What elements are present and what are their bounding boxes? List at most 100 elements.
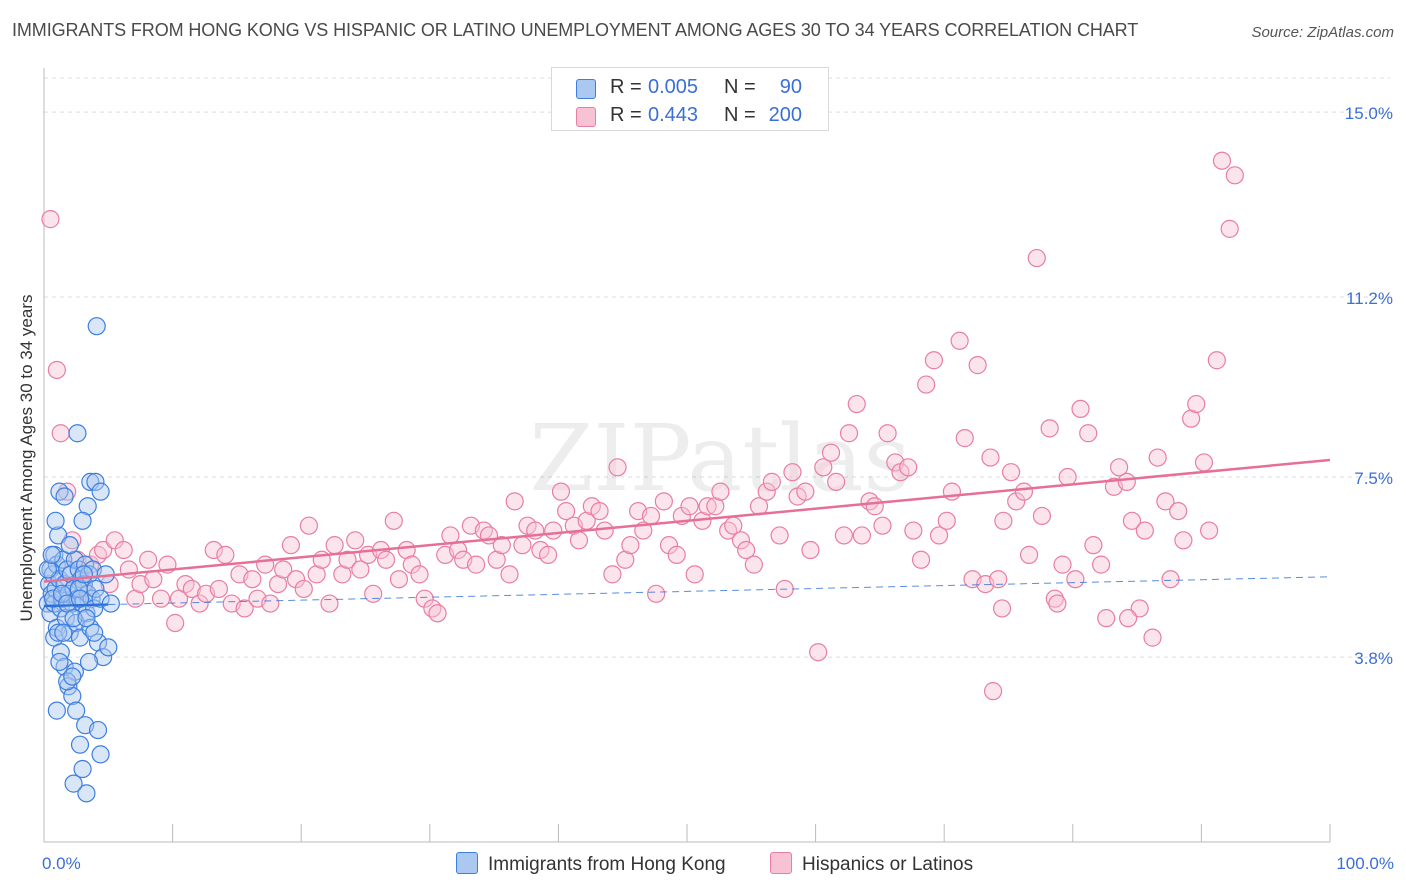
point-hispanics <box>557 501 576 521</box>
point-hispanics <box>139 550 158 569</box>
point-hongkong <box>55 657 74 676</box>
point-hispanics <box>500 565 519 584</box>
point-hispanics <box>641 506 661 526</box>
point-hongkong <box>52 584 72 603</box>
point-hongkong <box>70 589 90 608</box>
point-hispanics <box>51 424 70 443</box>
point-hispanics <box>41 210 60 229</box>
point-hispanics <box>1084 536 1103 555</box>
point-hongkong <box>54 623 73 642</box>
point-hispanics <box>860 492 879 511</box>
legend-n-value: 90 <box>779 76 802 98</box>
legend-n-label: N = <box>724 104 756 126</box>
legend-r-label: R = <box>610 104 642 126</box>
bottom-legend-swatch-blue <box>456 852 478 874</box>
point-hispanics <box>680 497 699 516</box>
bottom-legend-swatch-pink <box>770 852 792 874</box>
point-hispanics <box>415 589 434 608</box>
y-axis-label: Unemployment Among Ages 30 to 34 years <box>17 295 36 622</box>
point-hongkong <box>91 745 110 764</box>
point-hongkong <box>55 487 74 506</box>
point-hispanics <box>1200 521 1219 540</box>
point-hongkong <box>68 424 87 443</box>
point-hispanics <box>1130 599 1149 618</box>
point-hispanics <box>744 555 763 574</box>
point-hispanics <box>757 482 776 501</box>
point-hispanics <box>256 555 275 574</box>
point-hispanics <box>166 613 185 633</box>
point-hispanics <box>950 331 969 350</box>
bottom-legend-label: Hispanics or Latinos <box>802 854 974 875</box>
point-hispanics <box>937 511 956 530</box>
point-hongkong <box>73 511 92 530</box>
point-hispanics <box>1007 492 1026 511</box>
point-hispanics <box>389 570 409 589</box>
point-hispanics <box>1058 467 1077 487</box>
point-hispanics <box>852 526 871 545</box>
point-hispanics <box>1014 482 1034 501</box>
point-hispanics <box>834 526 853 545</box>
point-hispanics <box>839 424 859 443</box>
point-hispanics <box>1053 555 1072 574</box>
point-hispanics <box>466 555 486 574</box>
legend-swatch-pink <box>576 107 596 127</box>
point-hispanics <box>698 497 717 516</box>
point-hispanics <box>216 545 235 564</box>
point-hispanics <box>783 463 802 482</box>
point-hispanics <box>994 511 1013 530</box>
legend-n-value: 200 <box>768 104 802 126</box>
point-hispanics <box>659 536 679 555</box>
source-label: Source: ZipAtlas.com <box>1251 24 1394 41</box>
point-hongkong <box>38 560 57 579</box>
point-hispanics <box>801 540 820 560</box>
point-hispanics <box>243 570 262 589</box>
point-hispanics <box>814 458 833 477</box>
point-hispanics <box>1040 419 1059 438</box>
point-hispanics <box>539 545 558 564</box>
point-hispanics <box>654 492 673 511</box>
point-hispanics <box>603 565 622 584</box>
point-hispanics <box>1161 570 1180 589</box>
point-hongkong <box>47 701 66 720</box>
legend-r-label: R = <box>610 76 642 98</box>
point-hispanics <box>1001 463 1021 482</box>
point-hispanics <box>992 599 1012 618</box>
legend-n-label: N = <box>724 76 756 98</box>
point-hispanics <box>878 424 897 443</box>
point-hispanics <box>1048 594 1067 613</box>
point-hongkong <box>63 667 82 686</box>
legend-box: R = 0.005 N = 90 R = 0.443 N = 200 <box>551 67 829 131</box>
chart-title: IMMIGRANTS FROM HONG KONG VS HISPANIC OR… <box>12 20 1139 40</box>
point-hispanics <box>1117 472 1136 491</box>
point-hispanics <box>281 536 301 555</box>
point-hispanics <box>731 531 751 550</box>
point-hispanics <box>1019 545 1039 564</box>
point-hongkong <box>77 609 96 628</box>
point-hongkong <box>64 609 83 628</box>
point-hispanics <box>1079 424 1098 443</box>
point-hongkong <box>65 662 84 681</box>
point-hispanics <box>737 540 756 560</box>
point-hongkong <box>50 652 69 672</box>
point-hispanics <box>544 521 563 540</box>
point-hongkong <box>79 652 99 672</box>
point-hongkong <box>85 623 104 642</box>
point-hongkong <box>49 526 68 545</box>
point-hispanics <box>513 536 532 555</box>
point-hongkong <box>43 589 63 608</box>
point-hispanics <box>711 482 730 501</box>
point-hongkong <box>91 589 110 608</box>
bottom-legend-hongkong: Immigrants from Hong Kong <box>456 852 726 876</box>
point-hispanics <box>1156 492 1175 511</box>
point-hispanics <box>58 482 77 501</box>
point-hispanics <box>1066 570 1085 589</box>
y-tick-label: 15.0% <box>1345 104 1393 123</box>
point-hispanics <box>1135 521 1154 540</box>
point-hispanics <box>1122 511 1142 530</box>
point-hispanics <box>1097 609 1116 628</box>
point-hispanics <box>410 565 429 584</box>
point-hispanics <box>325 536 344 555</box>
point-hongkong <box>73 759 92 779</box>
point-hispanics <box>796 482 815 501</box>
